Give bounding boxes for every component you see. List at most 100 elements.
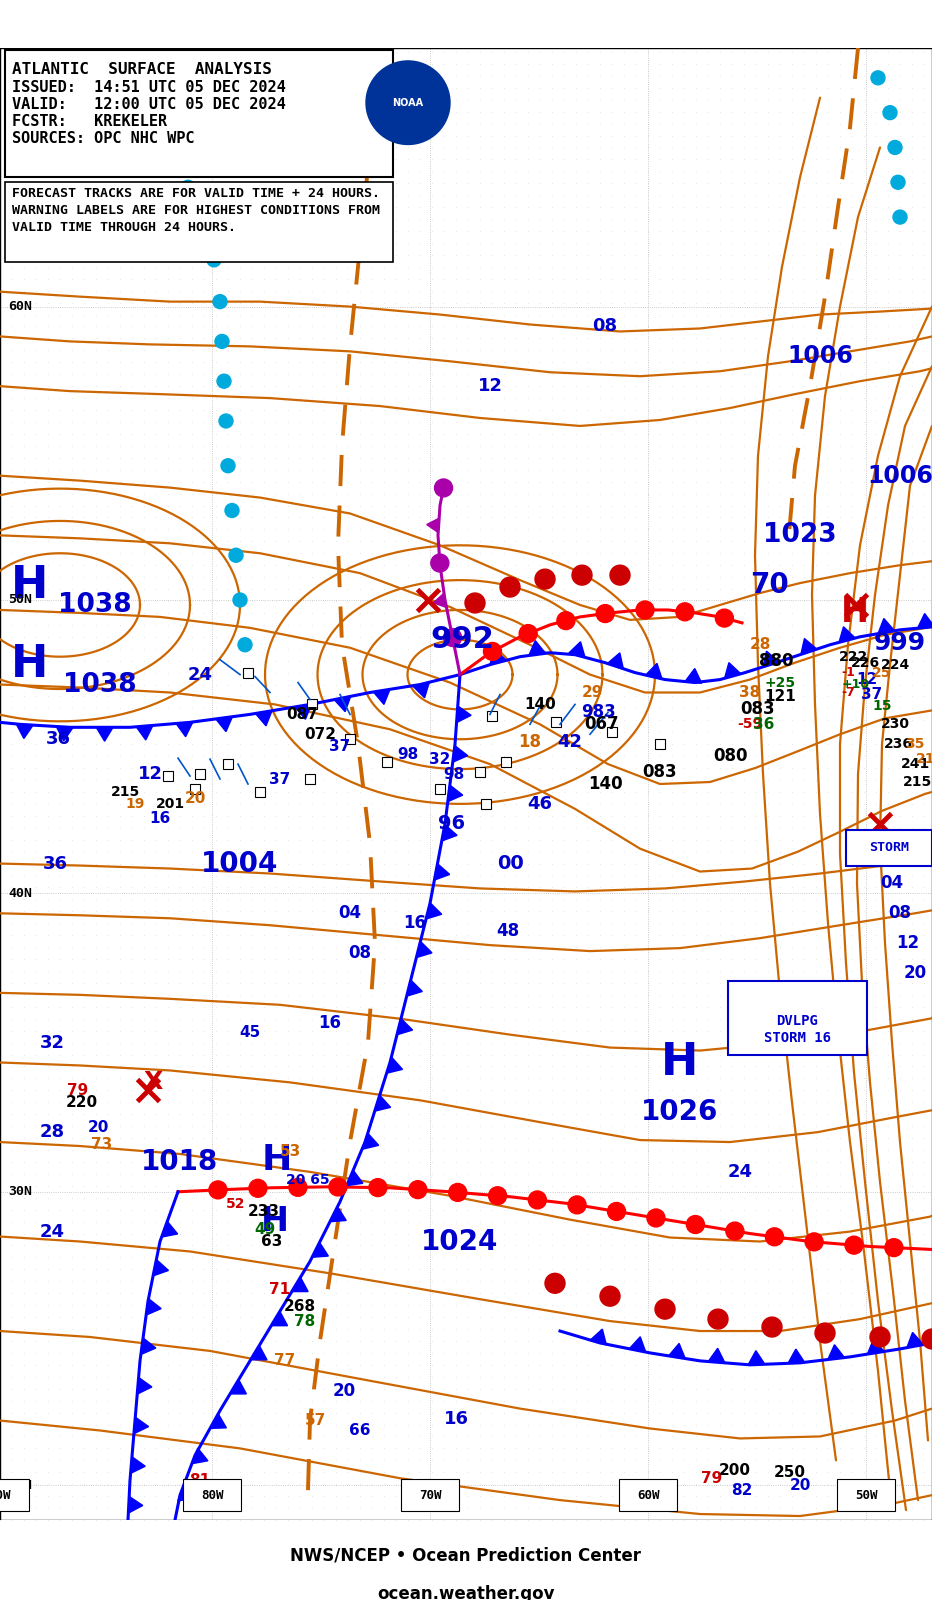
Circle shape	[366, 61, 450, 144]
Text: X: X	[144, 1070, 162, 1094]
Polygon shape	[230, 1379, 246, 1394]
Text: 140: 140	[588, 774, 623, 794]
Polygon shape	[136, 725, 153, 739]
Bar	[551, 717, 561, 728]
Text: 49: 49	[254, 1222, 276, 1237]
Polygon shape	[312, 1242, 328, 1258]
Text: 15: 15	[872, 699, 892, 714]
Bar	[487, 712, 497, 722]
Circle shape	[600, 1286, 620, 1306]
Text: 20 65: 20 65	[286, 1173, 330, 1187]
Polygon shape	[447, 786, 462, 802]
Polygon shape	[153, 1259, 169, 1275]
Text: 50W: 50W	[855, 1488, 877, 1502]
Text: 78: 78	[295, 1314, 316, 1328]
Polygon shape	[907, 1333, 924, 1347]
Circle shape	[647, 1210, 665, 1227]
Circle shape	[217, 374, 231, 389]
Circle shape	[636, 602, 654, 619]
FancyBboxPatch shape	[846, 830, 932, 866]
Text: 29: 29	[582, 685, 603, 699]
Polygon shape	[453, 746, 468, 762]
FancyBboxPatch shape	[837, 1480, 895, 1510]
Polygon shape	[788, 1349, 805, 1363]
Text: 1023: 1023	[763, 522, 837, 549]
Polygon shape	[141, 1338, 156, 1355]
Text: 37: 37	[329, 739, 350, 754]
Circle shape	[213, 294, 227, 309]
Text: 81: 81	[189, 1472, 211, 1488]
Bar	[607, 728, 617, 738]
Text: 1038: 1038	[63, 672, 137, 698]
Text: -7: -7	[841, 686, 855, 699]
Polygon shape	[685, 669, 702, 683]
FancyBboxPatch shape	[401, 1480, 459, 1510]
Text: 00: 00	[497, 854, 524, 874]
Polygon shape	[374, 690, 390, 704]
Circle shape	[765, 1227, 784, 1246]
Text: 16: 16	[404, 914, 427, 933]
Circle shape	[528, 1190, 546, 1210]
Circle shape	[434, 478, 453, 498]
Polygon shape	[724, 662, 741, 678]
Polygon shape	[330, 1206, 346, 1222]
FancyBboxPatch shape	[0, 1480, 29, 1510]
Text: 08: 08	[349, 944, 372, 962]
Circle shape	[444, 629, 461, 646]
Circle shape	[883, 106, 897, 120]
Polygon shape	[178, 1485, 194, 1501]
Text: FCSTR:   KREKELER: FCSTR: KREKELER	[12, 114, 167, 128]
Circle shape	[596, 605, 614, 622]
Text: 215: 215	[903, 774, 932, 789]
Text: 1026: 1026	[641, 1098, 719, 1126]
Circle shape	[716, 610, 733, 627]
Circle shape	[431, 554, 449, 571]
Bar	[475, 766, 485, 778]
Text: 79: 79	[67, 1083, 89, 1098]
Text: STORM 16: STORM 16	[763, 1030, 830, 1045]
Polygon shape	[763, 651, 779, 667]
Polygon shape	[347, 1170, 363, 1186]
Text: 135: 135	[206, 1480, 238, 1496]
Text: 083: 083	[643, 763, 678, 781]
Polygon shape	[210, 1414, 226, 1429]
Circle shape	[207, 253, 221, 267]
Text: 20: 20	[789, 1478, 811, 1493]
Circle shape	[369, 1179, 387, 1197]
Circle shape	[233, 594, 247, 606]
Circle shape	[815, 1323, 835, 1342]
Polygon shape	[255, 710, 272, 726]
Text: 82: 82	[732, 1483, 753, 1498]
Text: 24: 24	[728, 1163, 752, 1181]
Text: ATLANTIC  SURFACE  ANALYSIS: ATLANTIC SURFACE ANALYSIS	[12, 62, 272, 77]
Circle shape	[519, 624, 537, 643]
Text: 16: 16	[149, 811, 171, 826]
Text: 12: 12	[897, 934, 920, 952]
Circle shape	[608, 1203, 625, 1221]
Text: 20: 20	[903, 963, 926, 982]
Circle shape	[922, 1330, 932, 1349]
Circle shape	[488, 1187, 507, 1205]
Text: 30N: 30N	[8, 1186, 32, 1198]
Text: 80W: 80W	[200, 1488, 224, 1502]
Polygon shape	[406, 979, 422, 997]
Text: 48: 48	[497, 922, 519, 941]
Polygon shape	[129, 1496, 143, 1514]
Text: 04: 04	[881, 875, 903, 893]
Circle shape	[215, 334, 229, 349]
Polygon shape	[748, 1350, 765, 1365]
Circle shape	[465, 594, 485, 613]
Polygon shape	[839, 627, 856, 642]
Text: 12: 12	[477, 378, 502, 395]
Circle shape	[229, 549, 243, 562]
Circle shape	[884, 1238, 903, 1256]
Text: 79: 79	[702, 1470, 722, 1486]
Text: 08: 08	[888, 904, 911, 922]
Circle shape	[500, 578, 520, 597]
Circle shape	[762, 1317, 782, 1338]
Text: H: H	[662, 1042, 699, 1083]
Circle shape	[219, 414, 233, 427]
Circle shape	[871, 70, 885, 85]
FancyBboxPatch shape	[728, 981, 867, 1054]
FancyBboxPatch shape	[619, 1480, 677, 1510]
